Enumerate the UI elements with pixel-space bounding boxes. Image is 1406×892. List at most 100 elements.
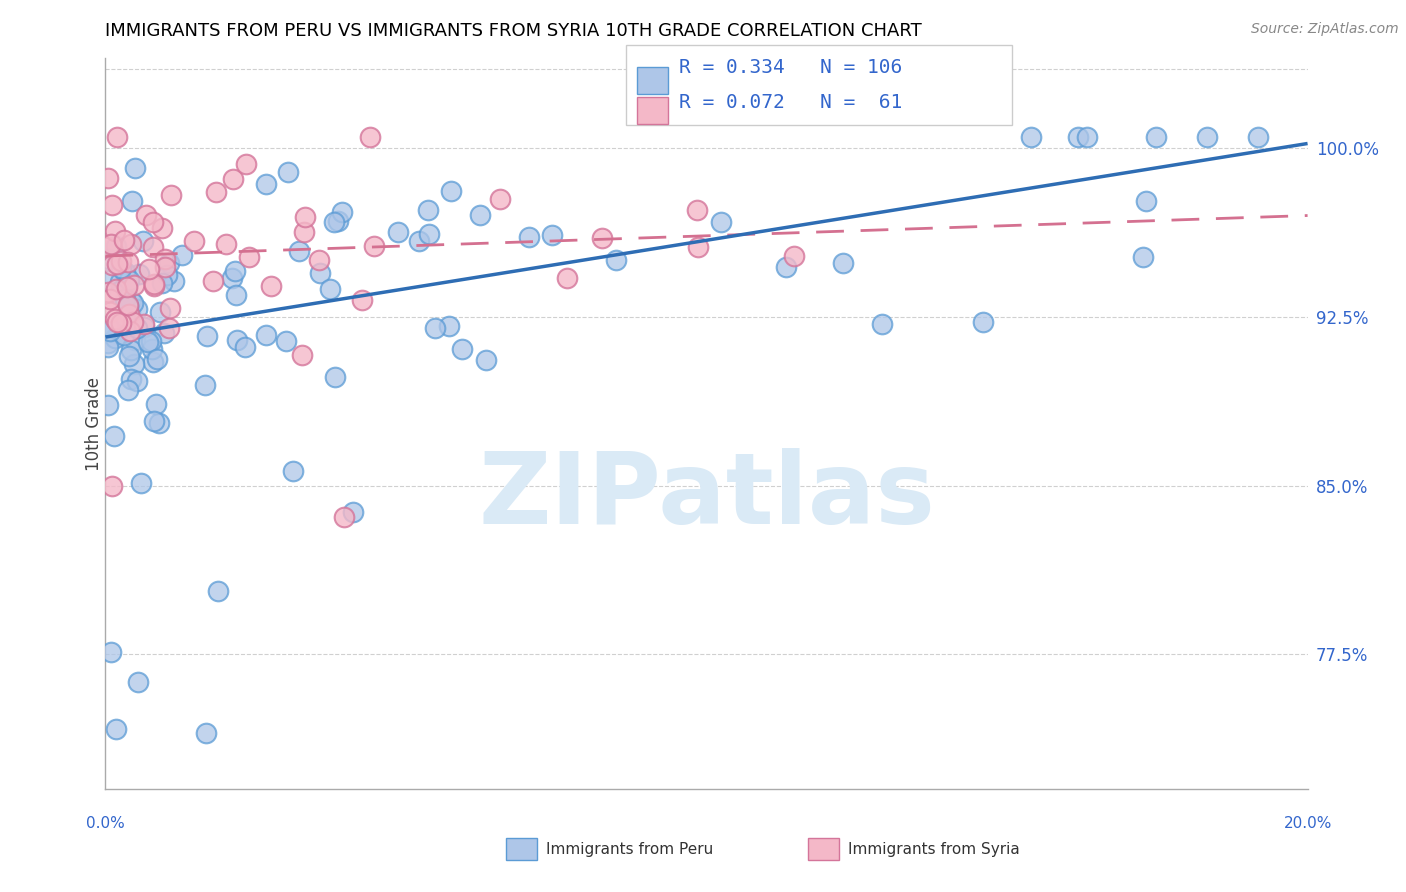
Point [222,172,245,186]
Point [97,285,120,300]
Point [125,301,148,316]
Text: Immigrants from Syria: Immigrants from Syria [848,842,1019,856]
Point [132,318,155,332]
Point [170,248,193,262]
Point [124,333,146,347]
Text: R = 0.072   N =  61: R = 0.072 N = 61 [679,93,903,112]
Point [159,301,181,316]
Point [323,370,346,384]
Point [870,317,893,331]
Point [117,298,139,312]
Point [775,260,797,275]
Point [141,342,163,356]
Point [145,397,167,411]
Point [163,275,186,289]
Point [143,279,166,293]
Point [183,234,205,248]
Point [129,476,152,491]
Point [148,416,170,430]
Point [105,282,128,296]
Point [104,224,127,238]
Point [117,349,139,363]
Point [277,165,299,179]
Point [291,348,314,362]
Point [1195,129,1218,144]
Point [97,239,120,253]
Point [235,157,257,171]
Point [1247,129,1270,144]
Point [120,343,142,357]
Point [225,288,247,302]
Point [323,215,346,229]
Point [254,178,277,192]
Point [541,228,564,243]
Point [118,307,141,321]
Point [238,250,260,264]
Point [110,283,132,297]
Point [387,225,409,239]
Point [114,292,136,306]
Point [451,342,474,356]
Point [135,208,157,222]
Point [142,414,165,428]
Point [120,372,142,386]
Point [342,505,364,519]
Point [97,398,120,412]
Text: 0.0%: 0.0% [86,816,125,831]
Point [437,318,460,333]
Point [120,324,142,338]
Point [117,255,139,269]
Point [105,315,128,329]
Point [605,253,627,268]
Point [128,267,150,281]
Point [308,253,330,268]
Point [150,220,173,235]
Point [274,334,297,348]
Point [122,357,145,371]
Point [235,340,257,354]
Point [103,429,125,443]
Point [142,355,165,369]
Point [105,239,128,253]
Point [221,271,243,285]
Point [408,234,430,248]
Point [115,279,138,293]
Point [153,260,176,274]
Point [832,256,855,270]
Point [125,374,148,388]
Point [288,244,311,258]
Point [101,258,124,272]
Point [1135,194,1157,208]
Point [136,335,159,350]
Point [100,198,122,212]
Point [207,584,229,599]
Point [1076,129,1098,144]
Text: Source: ZipAtlas.com: Source: ZipAtlas.com [1251,22,1399,37]
Point [107,327,129,342]
Point [488,193,510,207]
Point [153,252,176,266]
Point [138,261,160,276]
Point [195,726,218,740]
Point [292,226,315,240]
Point [160,188,183,202]
Point [104,722,127,736]
Point [474,353,496,368]
Point [121,194,143,208]
Point [202,274,225,288]
Point [110,261,132,276]
Text: IMMIGRANTS FROM PERU VS IMMIGRANTS FROM SYRIA 10TH GRADE CORRELATION CHART: IMMIGRANTS FROM PERU VS IMMIGRANTS FROM … [105,22,922,40]
Point [97,340,120,354]
Point [260,278,283,293]
Point [120,236,142,251]
Y-axis label: 10th Grade: 10th Grade [86,376,103,471]
Point [783,249,806,263]
Point [148,305,170,319]
Point [117,383,139,397]
Point [363,238,385,252]
Point [98,324,121,338]
Point [125,321,148,335]
Point [110,316,132,330]
Point [153,326,176,341]
Point [204,185,226,199]
